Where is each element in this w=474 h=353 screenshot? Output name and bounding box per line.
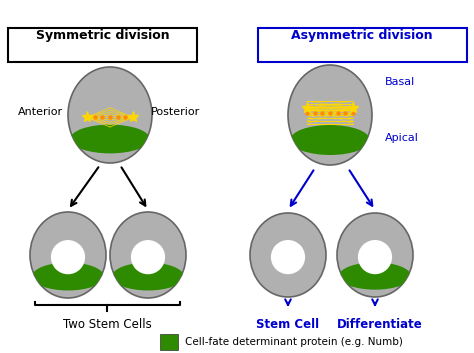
- Text: Two Stem Cells: Two Stem Cells: [63, 318, 151, 331]
- Circle shape: [358, 240, 392, 274]
- Ellipse shape: [250, 213, 326, 297]
- Ellipse shape: [110, 212, 186, 298]
- Circle shape: [131, 240, 165, 274]
- Ellipse shape: [339, 262, 411, 290]
- Text: Anterior: Anterior: [18, 107, 63, 117]
- Ellipse shape: [290, 125, 370, 155]
- FancyBboxPatch shape: [258, 28, 467, 62]
- Circle shape: [271, 240, 305, 274]
- Ellipse shape: [32, 263, 104, 291]
- Text: Symmetric division: Symmetric division: [36, 29, 170, 42]
- Text: Apical: Apical: [385, 133, 419, 143]
- Ellipse shape: [70, 125, 150, 154]
- Text: Differentiate: Differentiate: [337, 318, 423, 331]
- Ellipse shape: [112, 263, 184, 291]
- Text: Basal: Basal: [385, 77, 415, 87]
- Text: Stem Cell: Stem Cell: [256, 318, 319, 331]
- Ellipse shape: [288, 65, 372, 165]
- FancyBboxPatch shape: [8, 28, 197, 62]
- Text: Posterior: Posterior: [151, 107, 200, 117]
- Ellipse shape: [337, 213, 413, 297]
- Text: Cell-fate determinant protein (e.g. Numb): Cell-fate determinant protein (e.g. Numb…: [185, 337, 403, 347]
- Text: Asymmetric division: Asymmetric division: [291, 29, 433, 42]
- Ellipse shape: [68, 67, 152, 163]
- Ellipse shape: [30, 212, 106, 298]
- Bar: [160, 334, 178, 350]
- Circle shape: [51, 240, 85, 274]
